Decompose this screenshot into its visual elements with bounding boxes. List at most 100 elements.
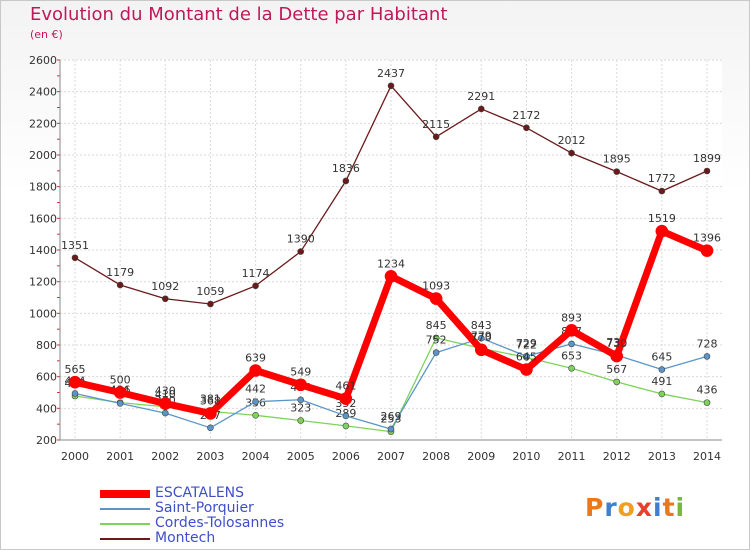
logo-letter: P — [585, 493, 605, 522]
data-point-escatalens — [113, 386, 127, 399]
data-point-escatalens — [655, 224, 669, 238]
data-label-saint-porquier: 728 — [697, 337, 718, 350]
data-point-montech — [161, 295, 169, 303]
data-point-montech — [523, 124, 530, 132]
data-label-cordes-tolosannes: 722 — [516, 338, 537, 351]
data-point-escatalens — [474, 343, 488, 357]
legend-swatch-cordes-tolosannes — [100, 522, 150, 525]
data-label-cordes-tolosannes: 845 — [426, 319, 447, 332]
data-label-escatalens: 565 — [65, 363, 86, 376]
data-label-escatalens: 1234 — [377, 257, 405, 270]
x-tick-label: 2006 — [332, 450, 360, 463]
data-point-montech — [613, 168, 621, 175]
data-point-escatalens — [700, 244, 714, 257]
data-point-cordes-tolosannes — [568, 364, 575, 372]
y-tick-label: 2000 — [29, 149, 57, 162]
data-point-cordes-tolosannes — [613, 378, 621, 386]
x-tick-label: 2011 — [558, 450, 586, 463]
data-label-cordes-tolosannes: 410 — [155, 388, 176, 401]
x-tick-label: 2009 — [467, 450, 495, 463]
data-point-saint-porquier — [387, 425, 395, 433]
data-point-escatalens — [339, 392, 353, 405]
data-point-montech — [477, 105, 485, 113]
legend-label-escatalens: ESCATALENS — [155, 485, 245, 501]
data-label-escatalens: 639 — [245, 351, 266, 364]
data-label-escatalens: 893 — [561, 311, 582, 324]
x-tick-label: 2000 — [61, 450, 89, 463]
data-point-saint-porquier — [432, 349, 440, 356]
y-tick-label: 1800 — [29, 181, 57, 194]
legend-item-escatalens: ESCATALENS — [100, 486, 400, 501]
data-label-montech: 1059 — [196, 285, 224, 298]
data-point-montech — [387, 82, 395, 90]
legend-swatch-saint-porquier — [100, 507, 150, 510]
data-label-montech: 1390 — [287, 233, 315, 246]
x-tick-label: 2010 — [512, 450, 540, 463]
x-tick-label: 2005 — [287, 450, 315, 463]
data-label-montech: 1179 — [106, 266, 134, 279]
chart-title: Evolution du Montant de la Dette par Hab… — [30, 4, 448, 25]
data-point-montech — [342, 177, 350, 185]
data-label-montech: 1836 — [332, 162, 360, 175]
legend-label-montech: Montech — [155, 530, 216, 546]
data-point-saint-porquier — [207, 424, 214, 432]
data-label-montech: 1772 — [648, 172, 676, 185]
data-label-saint-porquier: 269 — [381, 410, 402, 423]
data-point-montech — [703, 167, 711, 175]
y-tick-label: 1600 — [29, 212, 57, 225]
logo-letter: i — [653, 493, 663, 522]
data-label-saint-porquier: 442 — [245, 383, 266, 396]
data-point-escatalens — [294, 378, 308, 392]
x-tick-label: 2014 — [693, 450, 721, 463]
data-point-saint-porquier — [342, 412, 350, 420]
data-point-montech — [71, 254, 79, 262]
y-tick-label: 1400 — [29, 244, 57, 257]
data-label-montech: 2012 — [558, 134, 586, 147]
legend-swatch-montech — [100, 537, 150, 540]
data-point-escatalens — [384, 269, 398, 283]
y-tick-label: 2400 — [29, 86, 57, 99]
data-label-escatalens: 645 — [516, 351, 537, 364]
legend-swatch-escatalens — [100, 489, 150, 498]
y-tick-label: 2600 — [29, 54, 57, 67]
data-label-montech: 2115 — [422, 118, 450, 131]
data-label-cordes-tolosannes: 567 — [606, 363, 627, 376]
data-label-montech: 1174 — [242, 267, 270, 280]
x-tick-label: 2002 — [151, 450, 179, 463]
x-tick-label: 2007 — [377, 450, 405, 463]
data-label-montech: 2437 — [377, 67, 405, 80]
chart-subtitle: (en €) — [30, 28, 63, 41]
data-label-cordes-tolosannes: 323 — [290, 402, 311, 415]
data-label-saint-porquier: 752 — [426, 334, 447, 347]
data-label-escatalens: 430 — [155, 385, 176, 398]
data-label-escatalens: 1519 — [648, 212, 676, 225]
data-label-saint-porquier: 729 — [516, 337, 537, 350]
data-point-escatalens — [565, 323, 578, 337]
x-tick-label: 2012 — [603, 450, 631, 463]
data-point-montech — [568, 149, 575, 157]
data-point-saint-porquier — [703, 353, 711, 360]
data-point-saint-porquier — [71, 390, 79, 397]
data-point-saint-porquier — [523, 352, 530, 360]
data-point-saint-porquier — [477, 334, 485, 342]
data-label-montech: 2291 — [467, 90, 495, 103]
data-label-montech: 1351 — [61, 239, 89, 252]
data-label-cordes-tolosannes: 491 — [651, 375, 672, 388]
data-label-escatalens: 461 — [335, 380, 356, 393]
proxiti-logo: Proxiti — [585, 493, 685, 522]
data-point-escatalens — [610, 349, 624, 363]
data-label-escatalens: 1396 — [693, 232, 721, 245]
logo-letter: t — [662, 493, 676, 522]
data-label-escatalens: 1093 — [422, 280, 450, 293]
data-point-cordes-tolosannes — [252, 411, 259, 419]
logo-letter: o — [617, 493, 636, 522]
data-label-saint-porquier: 645 — [651, 351, 672, 364]
x-tick-label: 2004 — [242, 450, 270, 463]
data-point-montech — [432, 133, 440, 141]
data-point-cordes-tolosannes — [297, 417, 305, 424]
y-tick-label: 2200 — [29, 117, 57, 130]
data-point-escatalens — [429, 292, 443, 305]
data-label-saint-porquier: 843 — [471, 319, 492, 332]
data-label-cordes-tolosannes: 381 — [200, 392, 221, 405]
